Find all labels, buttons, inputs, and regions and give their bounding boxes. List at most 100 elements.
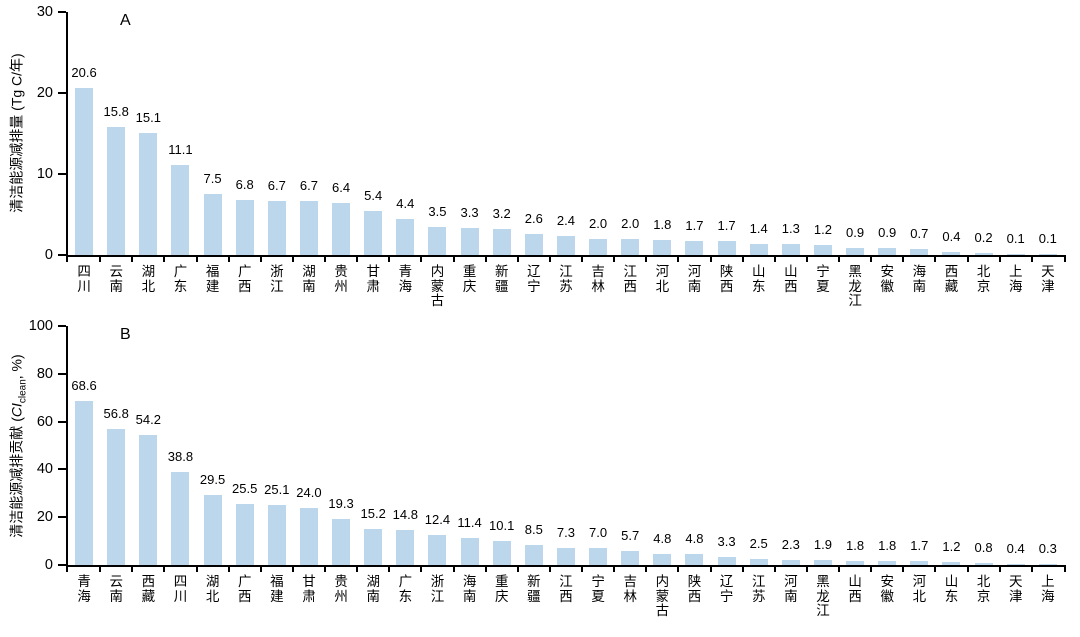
bar-value-label: 25.5 — [232, 481, 258, 497]
bar-value-label: 0.1 — [1038, 231, 1057, 247]
bar — [621, 238, 640, 255]
category-label: 宁夏 — [591, 574, 605, 604]
x-tick-mark — [645, 565, 648, 572]
bars-container-a: 20.6 15.8 15.1 11.1 7.5 6.8 6.7 6.7 6.4 5.4 4.4 3.5… — [68, 12, 1064, 255]
bar — [267, 200, 286, 255]
bar — [299, 200, 318, 255]
bar — [396, 219, 415, 255]
x-tick-mark — [773, 255, 776, 262]
category-label: 湖南 — [302, 264, 316, 294]
bar-value-label: 6.7 — [267, 177, 286, 193]
bar — [75, 88, 94, 255]
bar-slot: 2.6 — [518, 12, 550, 255]
bar-value-label: 0.2 — [974, 230, 993, 246]
bar — [685, 553, 704, 565]
bar — [942, 562, 961, 565]
y-tick-label: 40 — [36, 461, 53, 478]
bar — [428, 226, 447, 255]
bar — [781, 244, 800, 255]
bar-value-label: 1.8 — [878, 537, 897, 553]
x-axis-ticks-a — [66, 255, 1066, 262]
category-label: 辽宁 — [527, 264, 541, 294]
category-label: 浙江 — [430, 574, 445, 604]
bar-value-label: 0.4 — [942, 228, 961, 244]
category-label: 云南 — [109, 264, 123, 294]
category-label: 湖南 — [366, 574, 380, 604]
bar — [749, 243, 768, 255]
category-label: 安徽 — [880, 264, 894, 294]
bar-slot: 68.6 — [68, 326, 100, 565]
bar-value-label: 15.2 — [360, 505, 386, 521]
category-label: 湖北 — [141, 264, 156, 294]
x-tick-mark — [581, 255, 584, 262]
x-tick-mark — [259, 255, 262, 262]
x-tick-mark — [324, 565, 327, 572]
bar-slot: 1.9 — [807, 326, 839, 565]
bar-value-label: 1.7 — [685, 218, 704, 234]
x-tick-mark — [99, 255, 102, 262]
category-label: 青海 — [77, 574, 91, 604]
bar — [781, 559, 800, 565]
y-tick-label: 20 — [36, 509, 53, 526]
x-tick-mark — [838, 255, 841, 262]
bar-slot: 1.8 — [646, 12, 678, 255]
bar-slot: 0.4 — [1000, 326, 1032, 565]
y-tick-label: 80 — [36, 365, 53, 382]
bar-slot: 5.7 — [614, 326, 646, 565]
x-tick-mark — [66, 255, 68, 262]
bar-slot: 1.7 — [711, 12, 743, 255]
x-tick-mark — [998, 255, 1001, 262]
category-label: 陕西 — [687, 574, 702, 604]
category-label: 广东 — [173, 264, 188, 294]
bar — [556, 235, 575, 255]
x-tick-mark — [902, 565, 905, 572]
bar-slot: 19.3 — [325, 326, 357, 565]
category-label: 河南 — [687, 264, 702, 294]
bar-value-label: 56.8 — [103, 406, 129, 422]
bar-value-label: 0.3 — [1038, 541, 1057, 557]
x-tick-mark — [934, 255, 937, 262]
bar — [524, 233, 543, 255]
x-tick-mark — [934, 565, 937, 572]
y-tick-label: 20 — [36, 85, 53, 102]
bar — [171, 165, 190, 255]
x-tick-mark — [966, 255, 969, 262]
bar — [1038, 254, 1057, 255]
bar — [75, 401, 94, 565]
x-tick-mark — [805, 255, 808, 262]
bar — [974, 563, 993, 565]
category-label: 重庆 — [462, 264, 477, 294]
y-tick-mark — [58, 11, 66, 13]
bar — [203, 194, 222, 255]
bar-value-label: 1.8 — [846, 537, 865, 553]
category-label: 天津 — [1008, 574, 1023, 604]
bar-value-label: 5.7 — [621, 528, 640, 544]
bar-value-label: 6.8 — [235, 176, 254, 192]
bar — [556, 547, 575, 565]
x-tick-mark — [677, 565, 680, 572]
bar-slot: 25.5 — [229, 326, 261, 565]
bar-slot: 11.4 — [454, 326, 486, 565]
x-tick-mark — [613, 255, 616, 262]
bar — [332, 518, 351, 565]
x-tick-mark — [131, 565, 134, 572]
bar-value-label: 68.6 — [71, 378, 97, 394]
bar — [107, 429, 126, 565]
x-tick-mark — [324, 255, 327, 262]
x-tick-mark — [195, 565, 198, 572]
bar — [235, 199, 254, 255]
x-tick-mark — [677, 255, 680, 262]
bar — [717, 241, 736, 255]
bar-value-label: 7.0 — [589, 525, 608, 541]
bar — [910, 249, 929, 255]
bar-slot: 4.8 — [678, 326, 710, 565]
x-tick-mark — [388, 565, 391, 572]
bar-slot: 1.8 — [839, 326, 871, 565]
bar-slot: 24.0 — [293, 326, 325, 565]
bar-slot: 54.2 — [132, 326, 164, 565]
bar-value-label: 2.0 — [589, 215, 608, 231]
category-label: 西藏 — [944, 264, 959, 294]
bar-value-label: 2.5 — [749, 536, 768, 552]
x-axis-labels-b: 青海 云南 西藏 四川 湖北 广西 福建 甘肃 贵州 湖南 广东 浙江 海南 重庆 新疆 江西 宁夏 吉林 内蒙古 陕… — [68, 574, 1064, 619]
x-tick-mark — [741, 565, 744, 572]
